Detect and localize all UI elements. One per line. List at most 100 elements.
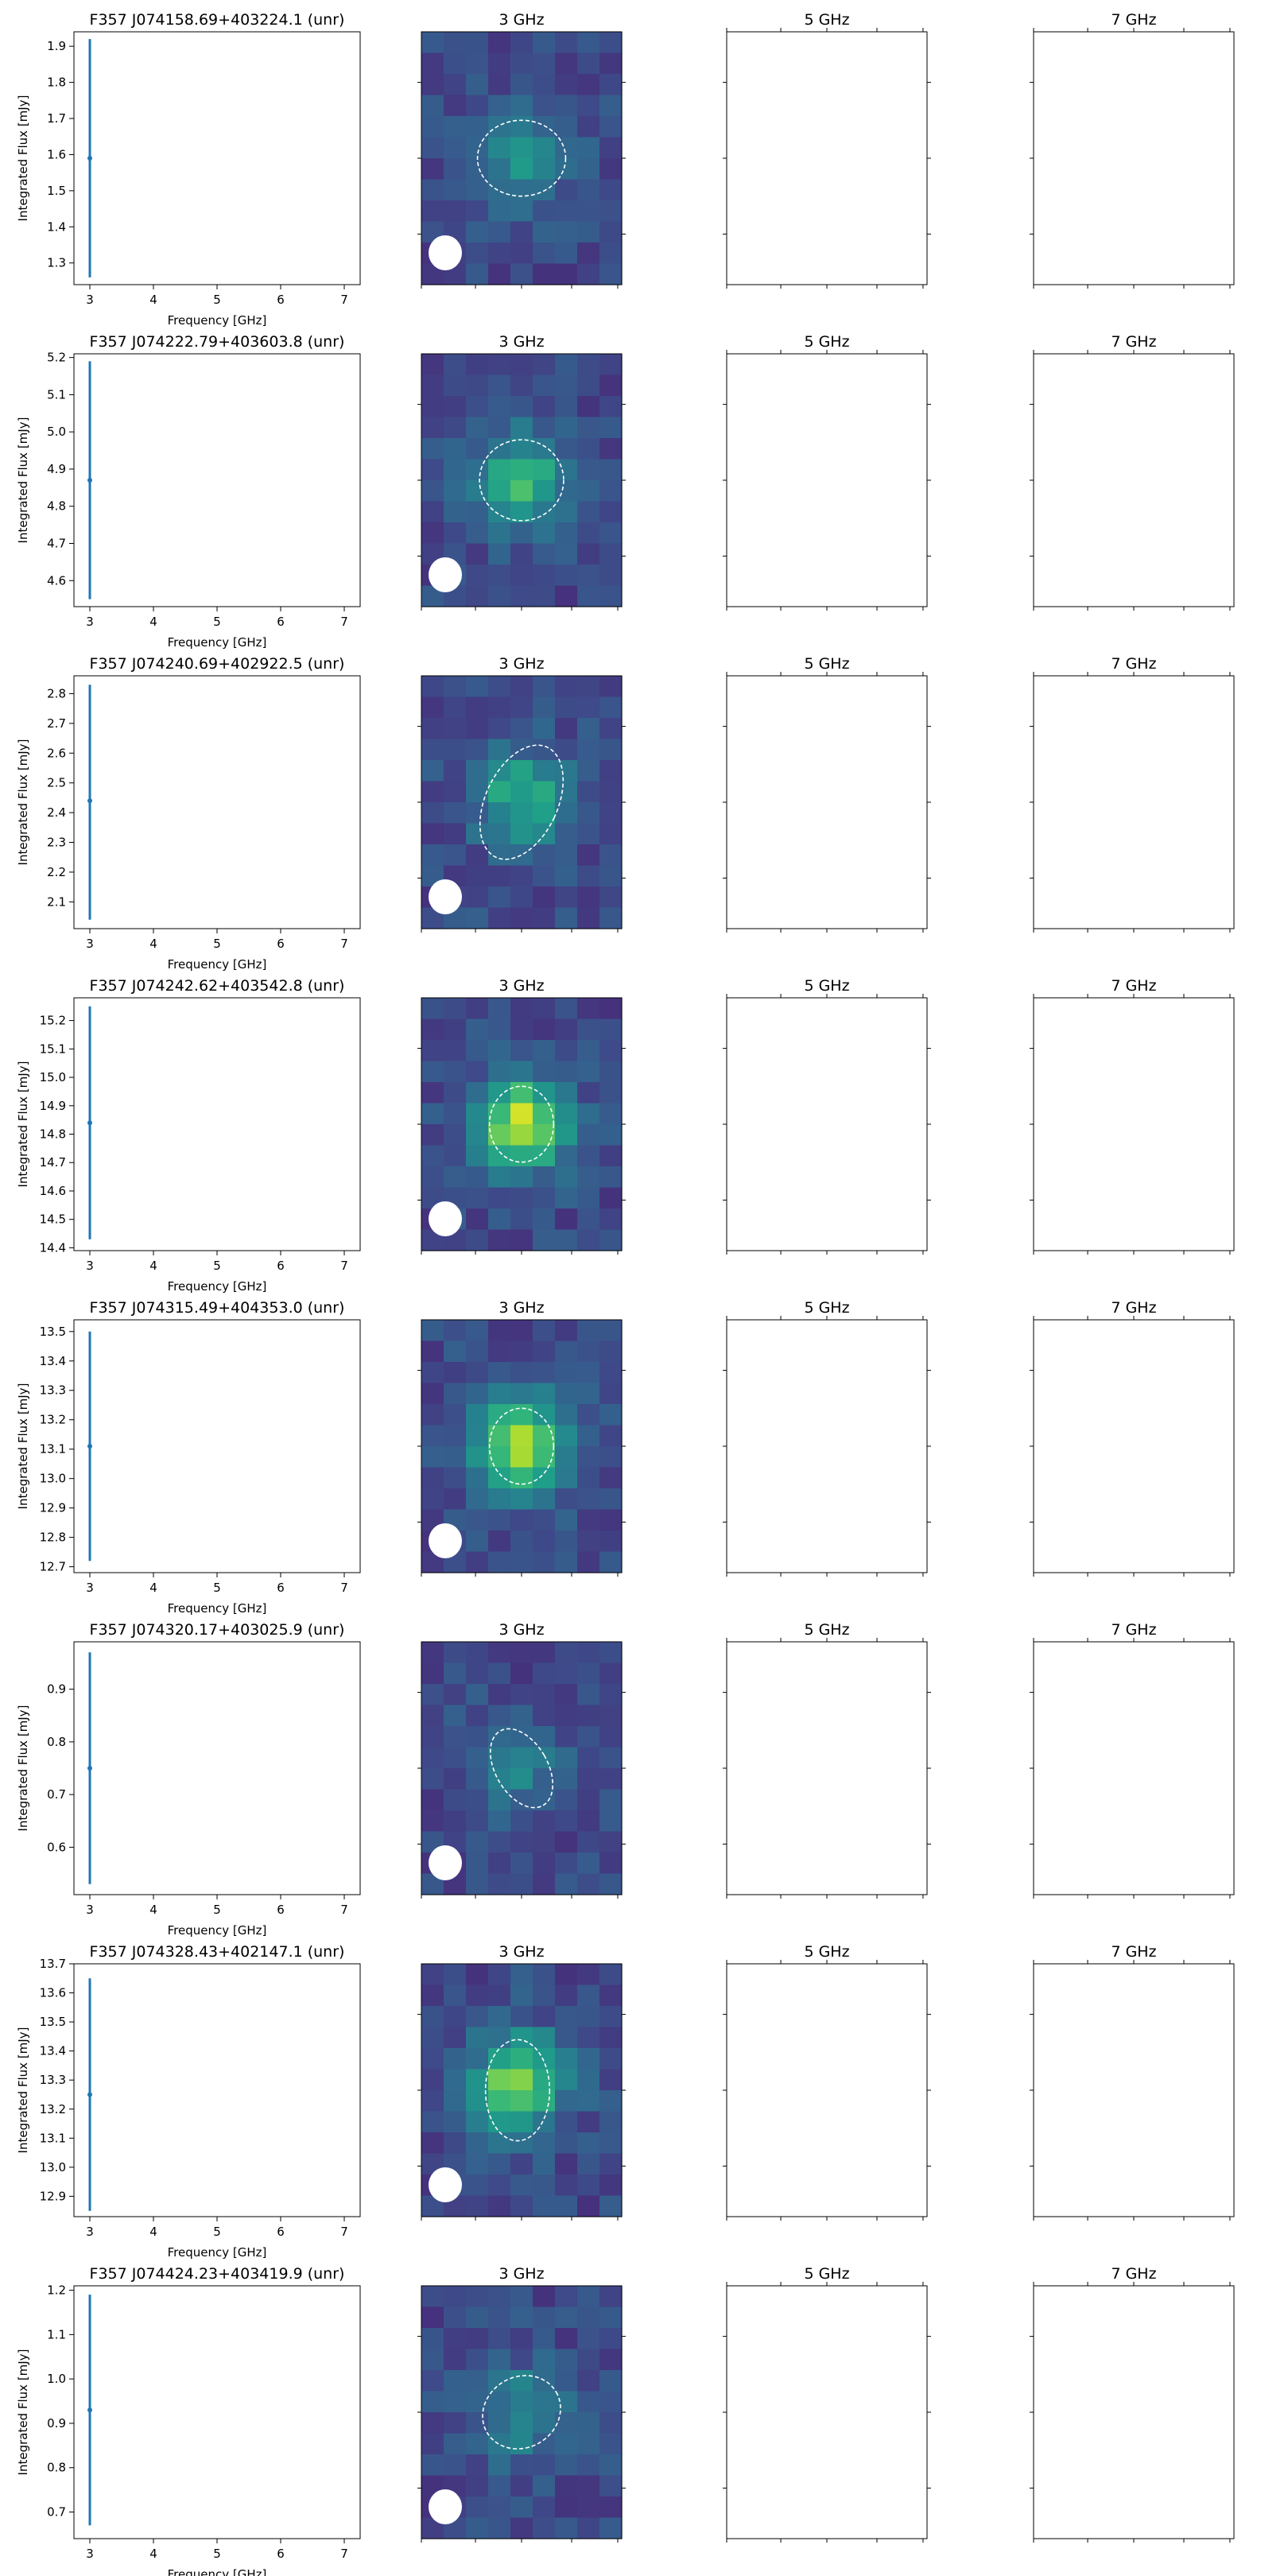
image-pixel xyxy=(466,2132,489,2155)
image-pixel xyxy=(555,2027,578,2049)
y-tick-label: 4.7 xyxy=(47,537,66,551)
image-pixel xyxy=(466,200,489,223)
image-pixel xyxy=(599,2475,623,2497)
image-pixel xyxy=(577,2328,600,2350)
image-pixel xyxy=(577,564,600,587)
x-tick-label: 6 xyxy=(277,2547,285,2561)
x-axis-label: Frequency [GHz] xyxy=(168,1279,267,1294)
source-ellipse xyxy=(479,744,564,860)
image-pixel xyxy=(488,2370,511,2392)
image-pixel xyxy=(510,1705,533,1727)
y-axis-label: Integrated Flux [mJy] xyxy=(16,2349,30,2476)
image-pixel xyxy=(577,1124,600,1146)
image-pixel xyxy=(444,137,467,159)
image-pixel xyxy=(466,1383,489,1405)
image-pixel xyxy=(577,52,600,75)
image-pixel xyxy=(510,242,533,265)
image-pixel xyxy=(577,1425,600,1447)
image-pixel xyxy=(444,32,467,54)
image-pixel xyxy=(555,2391,578,2413)
image-pixel xyxy=(555,459,578,481)
image-pixel xyxy=(533,1320,556,1342)
image-panel-7-ghz xyxy=(1030,2282,1235,2543)
image-panel-7-ghz xyxy=(1030,672,1235,933)
beam-ellipse xyxy=(429,1523,462,1558)
image-pixel xyxy=(488,1530,511,1553)
image-pixel xyxy=(577,1040,600,1062)
image-pixel xyxy=(555,865,578,887)
image-pixel xyxy=(444,2328,467,2350)
image-pixel xyxy=(577,32,600,54)
image-pixel xyxy=(488,886,511,909)
image-pixel xyxy=(488,998,511,1020)
image-pixel xyxy=(421,2370,444,2392)
image-title: 7 GHz xyxy=(1111,1299,1156,1317)
image-pixel xyxy=(555,1061,578,1083)
image-pixel xyxy=(466,116,489,138)
x-tick-label: 4 xyxy=(149,1581,157,1595)
image-pixel xyxy=(533,1873,556,1895)
image-pixel xyxy=(577,1852,600,1875)
image-pixel xyxy=(421,1362,444,1384)
image-panel-5-ghz xyxy=(723,994,931,1255)
image-pixel xyxy=(533,886,556,909)
image-title: 3 GHz xyxy=(499,1299,544,1317)
image-pixel xyxy=(488,2475,511,2497)
image-pixel xyxy=(510,32,533,54)
image-pixel xyxy=(599,354,623,376)
image-pixel xyxy=(555,501,578,523)
image-title: 7 GHz xyxy=(1111,1621,1156,1639)
image-pixel xyxy=(488,2306,511,2329)
image-pixel xyxy=(466,2328,489,2350)
image-pixel xyxy=(510,1187,533,1209)
image-pixel xyxy=(510,1810,533,1833)
image-title: 3 GHz xyxy=(499,2265,544,2283)
image-pixel xyxy=(555,998,578,1020)
image-pixel xyxy=(599,1684,623,1706)
image-pixel xyxy=(444,781,467,803)
image-pixel xyxy=(510,781,533,803)
image-pixel xyxy=(599,1852,623,1875)
image-pixel xyxy=(488,1061,511,1083)
image-pixel xyxy=(444,1642,467,1664)
image-pixel xyxy=(444,1726,467,1748)
image-pixel xyxy=(510,1446,533,1468)
image-pixel xyxy=(421,417,444,439)
x-tick-label: 4 xyxy=(149,293,157,307)
image-pixel xyxy=(577,2306,600,2329)
image-pixel xyxy=(510,2454,533,2477)
spectrum-title: F357 J074320.17+403025.9 (unr) xyxy=(90,1621,345,1639)
image-pixel xyxy=(577,802,600,824)
image-pixel xyxy=(577,1446,600,1468)
image-pixel xyxy=(444,2391,467,2413)
image-pixel xyxy=(533,1662,556,1685)
image-pixel xyxy=(421,1040,444,1062)
image-pixel xyxy=(510,1340,533,1363)
image-pixel xyxy=(510,354,533,376)
image-pixel xyxy=(555,1425,578,1447)
image-pixel xyxy=(555,263,578,285)
image-pixel xyxy=(599,1530,623,1553)
image-pixel xyxy=(555,781,578,803)
image-pixel xyxy=(488,522,511,545)
image-pixel xyxy=(466,1530,489,1553)
image-pixel xyxy=(510,2433,533,2455)
image-pixel xyxy=(577,823,600,845)
image-pixel xyxy=(444,2454,467,2477)
image-pixel xyxy=(555,886,578,909)
image-pixel xyxy=(577,74,600,96)
image-pixel xyxy=(466,1446,489,1468)
image-pixel xyxy=(577,221,600,243)
y-tick-label: 1.3 xyxy=(47,256,66,270)
image-pixel xyxy=(510,564,533,587)
image-pixel xyxy=(599,1984,623,2007)
image-pixel xyxy=(488,696,511,719)
y-tick-label: 13.4 xyxy=(40,1354,66,1368)
image-pixel xyxy=(488,1810,511,1833)
image-pixel xyxy=(488,760,511,782)
image-pixel xyxy=(488,242,511,265)
image-pixel xyxy=(599,781,623,803)
image-pixel xyxy=(577,760,600,782)
image-pixel xyxy=(555,1446,578,1468)
